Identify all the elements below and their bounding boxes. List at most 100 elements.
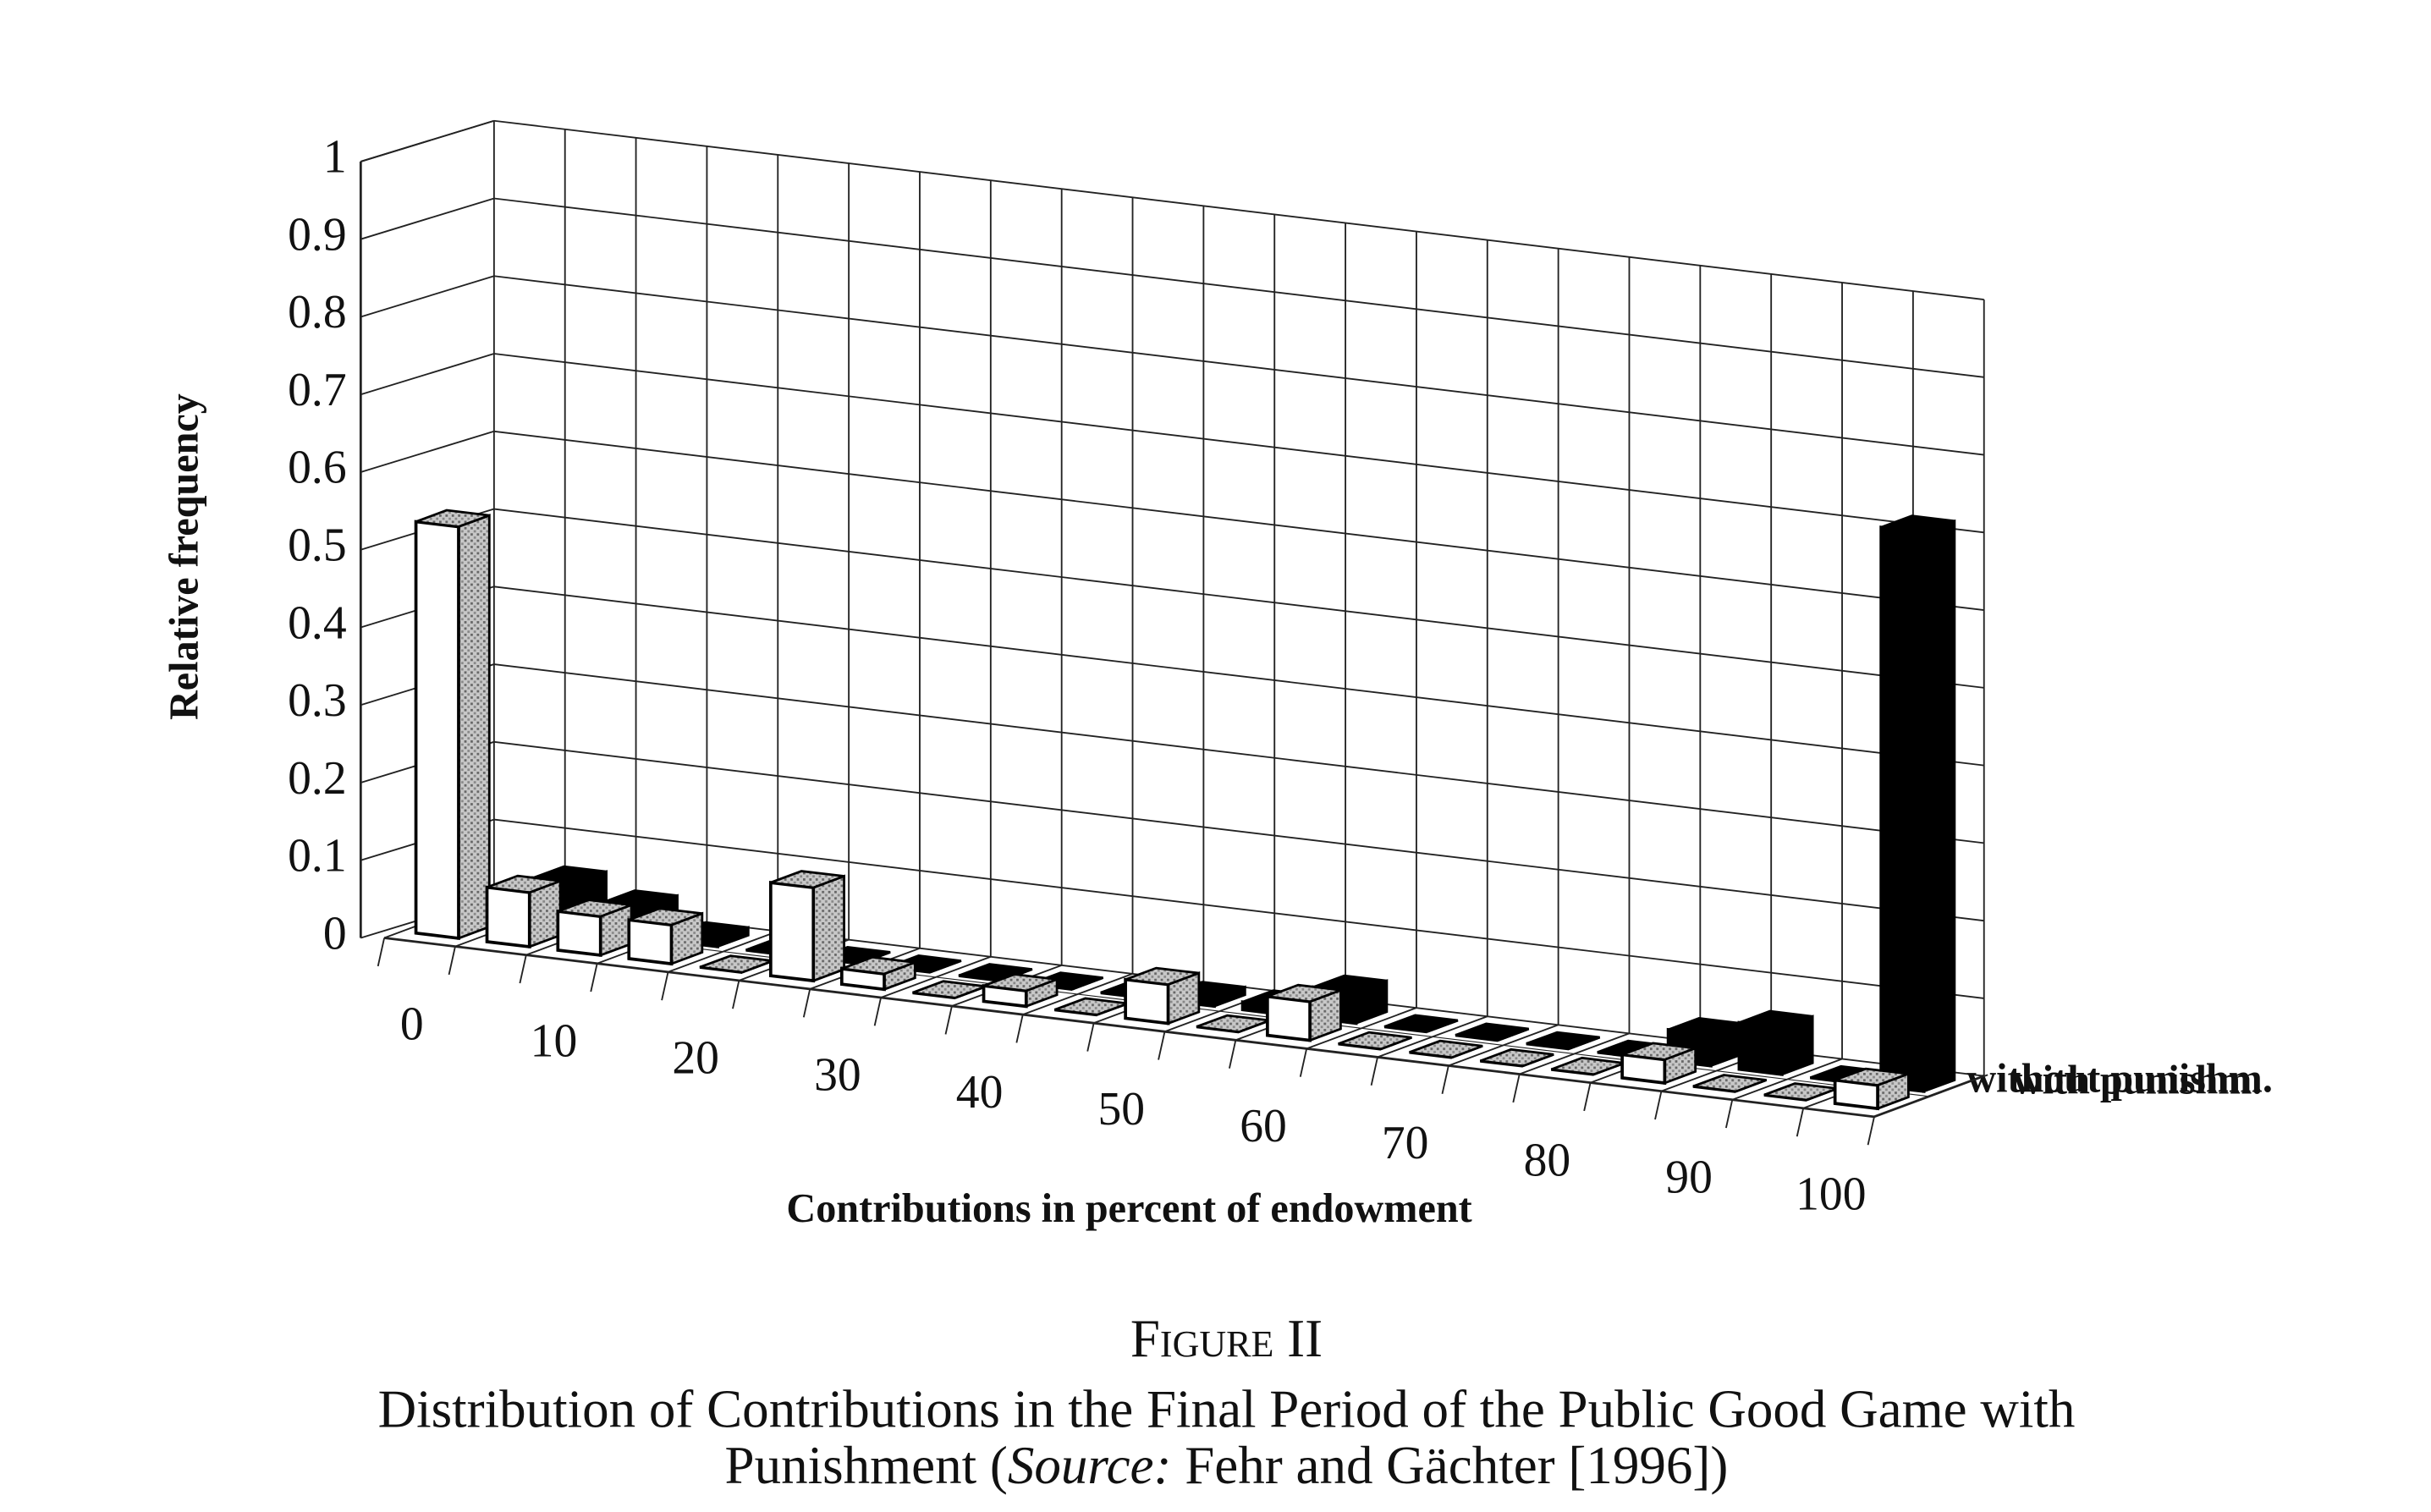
bar-top [1738,1009,1813,1030]
bar [912,980,987,1000]
bar-top [1383,1014,1459,1033]
tick-mark [1512,1074,1521,1103]
bar [556,899,633,958]
x-tick-label: 80 [1524,1134,1571,1186]
x-tick-label: 60 [1240,1100,1287,1152]
bar [1196,1014,1271,1034]
bar [414,509,491,940]
x-tick-label: 0 [400,998,424,1050]
bar-top [1267,983,1341,1003]
tick-mark [873,997,882,1026]
row-tick [1906,1091,1943,1106]
bar-top [1880,514,1955,534]
bar [1265,983,1342,1042]
bar [1737,1009,1814,1076]
bar [627,907,704,966]
tick-mark [1158,1031,1166,1060]
y-tick-label: 0.7 [288,364,346,416]
bar [1338,1031,1412,1051]
tick-mark [448,946,456,976]
bar-top [841,955,916,976]
bar-side [457,514,491,940]
figure-label: Figure II [1130,1309,1323,1368]
grid-line [493,353,1984,534]
x-tick-label: 20 [672,1032,719,1085]
grid-line [360,430,495,473]
tick-mark [590,963,598,992]
bar [1763,1082,1838,1102]
bar-top [628,907,703,926]
tick-mark [1867,1116,1875,1146]
x-tick-label: 100 [1796,1168,1866,1221]
tick-mark [732,980,740,1009]
bar [768,870,845,983]
tick-mark [1796,1108,1805,1137]
y-tick-label: 0.5 [288,519,346,571]
caption-text: Source: [1008,1436,1172,1495]
bar [839,955,916,992]
grid-line [493,119,1984,300]
tick-mark [519,954,527,984]
tick-mark [1441,1065,1449,1095]
y-axis-title: Relative frequency [162,393,206,720]
y-tick-label: 0.9 [288,208,346,261]
bar-top [1834,1067,1909,1087]
grid-line [493,275,1984,456]
grid-line [493,740,1984,922]
y-tick-label: 0.8 [288,286,346,338]
row-tick [1953,1074,1988,1089]
bar [982,973,1059,1009]
bar-front [556,909,602,958]
grid-line [493,663,1984,844]
tick-mark [802,988,811,1018]
grid-line [360,197,495,240]
bar [1550,1056,1625,1076]
bar-front [627,918,674,966]
tick-mark [377,937,386,967]
caption-text: Punishment ( [725,1436,1008,1495]
y-tick-label: 0.1 [288,830,346,882]
tick-mark [944,1005,953,1035]
y-tick-label: 0.3 [288,674,346,727]
bar [1124,966,1201,1025]
tick-mark [1299,1048,1308,1077]
y-tick-label: 0.6 [288,442,346,494]
bar [1455,1022,1530,1042]
y-tick-label: 0.2 [288,752,346,805]
grid-line [493,508,1984,689]
tick-mark [1654,1091,1663,1120]
plot: 00.10.20.30.40.50.60.70.80.910 10 20 30 40 50… [288,119,2273,1221]
bar [485,874,562,948]
bar-front [1265,994,1312,1042]
bar [1620,1042,1697,1086]
bar-top [1526,1031,1601,1051]
bar-top [557,899,632,918]
grid-line [493,430,1984,612]
bar [1409,1039,1483,1059]
bar-top [1455,1022,1530,1042]
bar-top [1692,1074,1768,1093]
bar [1526,1031,1601,1051]
grid-line [493,818,1984,999]
grid-line [360,275,495,318]
wall-edge [360,119,495,162]
bar-top [1338,1031,1412,1051]
x-tick-label: 70 [1382,1117,1429,1169]
tick-mark [661,971,669,1001]
bar [1053,997,1129,1017]
bar-front [1737,1020,1784,1076]
bar-top [770,870,845,889]
tick-mark [1583,1082,1592,1112]
bar-top [958,963,1033,982]
y-tick-label: 0.4 [288,597,346,649]
bar [1383,1014,1459,1034]
bar [699,954,774,974]
bar-top [415,509,490,528]
x-tick-label: 50 [1097,1083,1145,1135]
caption-line: Punishment (Source: Fehr and Gächter [19… [725,1436,1729,1495]
bar-top [487,874,561,894]
tick-mark [1015,1014,1024,1043]
x-axis-title: Contributions in percent of endowment [786,1186,1471,1231]
bar-top [1125,966,1200,987]
